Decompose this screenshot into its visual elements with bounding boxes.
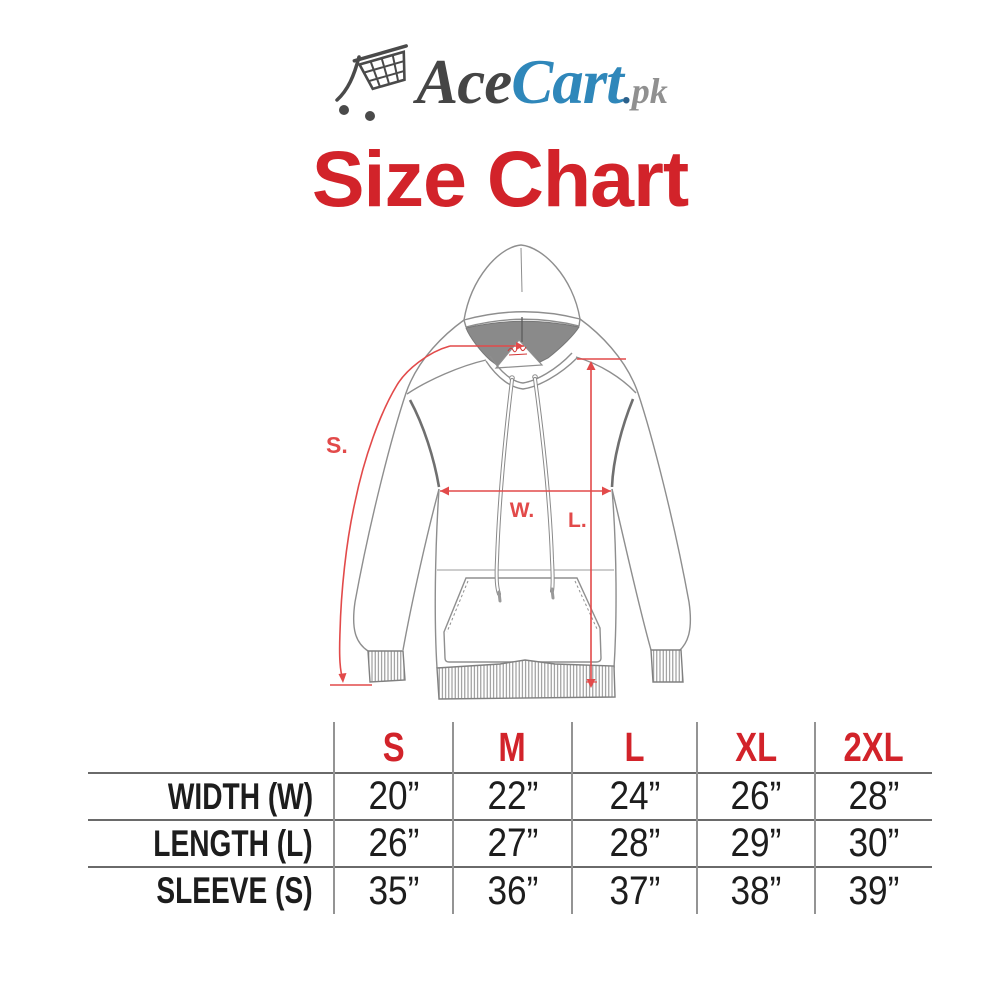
width-measure-arrow (440, 486, 611, 496)
kangaroo-pocket (443, 577, 602, 663)
size-column-header-s: S (333, 722, 453, 773)
size-value-cell: 24” (571, 772, 697, 820)
size-value-cell: 29” (696, 819, 815, 867)
size-value-cell: 36” (452, 866, 572, 914)
hoodie-diagram: S. W. L. (326, 244, 692, 700)
size-value-cell: 26” (333, 819, 453, 867)
page-title: Size Chart (311, 134, 689, 223)
table-row-length: LENGTH (L) 26” 27” 28” 29” 30” (88, 819, 932, 867)
row-label: LENGTH (L) (88, 819, 334, 867)
width-label: W. (510, 499, 535, 522)
size-value-cell: 26” (696, 772, 815, 820)
size-value-cell: 22” (452, 772, 572, 820)
hem-rib (436, 659, 616, 700)
shoulder-seams (408, 398, 635, 488)
length-measure-line (577, 358, 626, 688)
brand-name: AceCart.pk (416, 51, 668, 114)
cuff-right (650, 649, 684, 683)
hood (463, 244, 581, 328)
hood-lining (465, 317, 580, 369)
brand-name-domain: pk (631, 71, 668, 111)
shopping-cart-icon (335, 44, 409, 121)
brand-name-cart: Cart (511, 47, 624, 117)
cuff-left (367, 650, 406, 683)
brand-name-dot: . (622, 67, 633, 112)
size-column-header-m: M (452, 722, 572, 773)
drawstrings (494, 377, 555, 603)
size-value-cell: 20” (333, 772, 453, 820)
size-chart-table: S M L XL 2XL WIDTH (W) 20” 22” 24” 26” 2… (88, 722, 932, 914)
row-label: WIDTH (W) (88, 772, 334, 820)
body-outline (352, 318, 692, 669)
size-column-header-2xl: 2XL (814, 722, 932, 773)
size-column-header-xl: XL (696, 722, 815, 773)
collar (485, 352, 578, 390)
table-row-sleeve: SLEEVE (S) 35” 36” 37” 38” 39” (88, 866, 932, 914)
brand-logo: AceCart.pk (0, 40, 1000, 121)
size-value-cell: 39” (814, 866, 932, 914)
size-value-cell: 28” (571, 819, 697, 867)
corner-cell (88, 722, 334, 773)
size-value-cell: 38” (696, 866, 815, 914)
row-label: SLEEVE (S) (88, 866, 334, 914)
size-column-header-l: L (571, 722, 697, 773)
size-header-row: S M L XL 2XL (88, 722, 932, 773)
size-value-cell: 28” (814, 772, 932, 820)
table-row-width: WIDTH (W) 20” 22” 24” 26” 28” (88, 772, 932, 820)
brand-name-ace: Ace (416, 47, 512, 117)
sleeve-label: S. (326, 432, 348, 458)
size-value-cell: 37” (571, 866, 697, 914)
size-value-cell: 35” (333, 866, 453, 914)
length-label: L. (568, 509, 587, 532)
size-value-cell: 30” (814, 819, 932, 867)
sleeve-measure-line (330, 342, 524, 686)
size-value-cell: 27” (452, 819, 572, 867)
